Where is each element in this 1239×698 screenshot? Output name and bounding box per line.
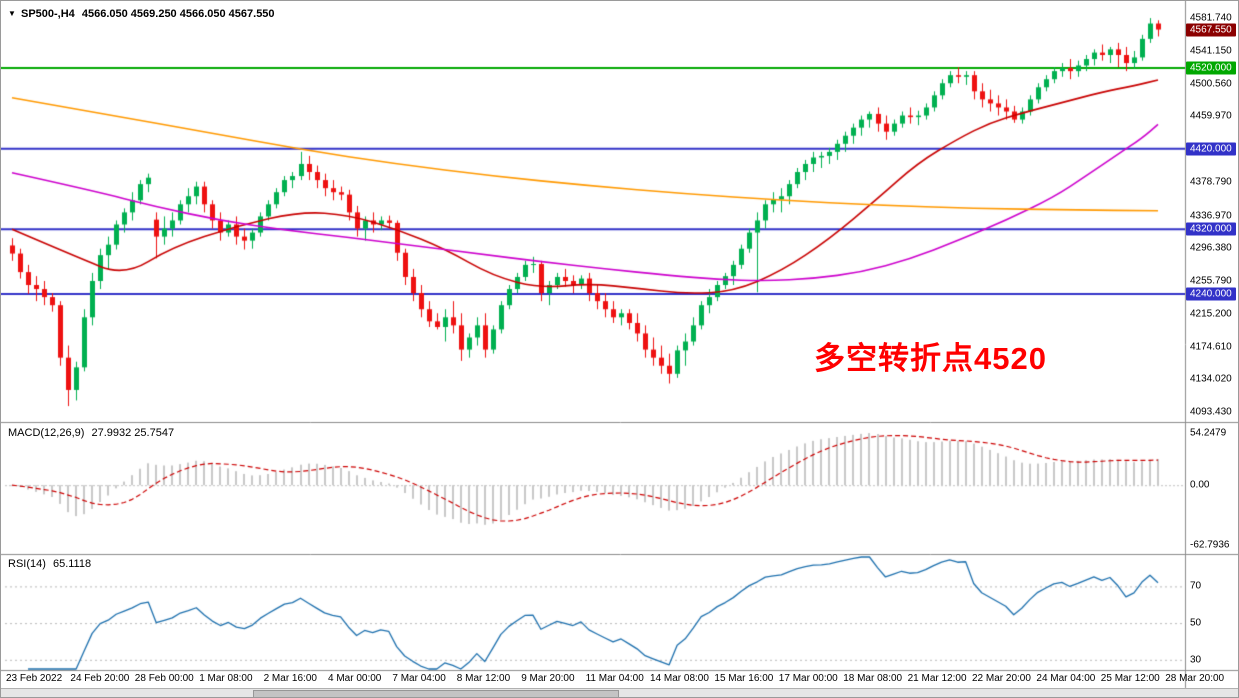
chart-annotation-text[interactable]: 多空转折点4520	[814, 341, 1047, 376]
macd-values-text: 27.9932 25.7547	[91, 427, 175, 439]
scrollbar-thumb[interactable]	[253, 690, 619, 697]
rsi-indicator-label: RSI(14) 65.1118	[8, 558, 91, 570]
rsi-value-text: 65.1118	[52, 558, 92, 570]
horizontal-scrollbar[interactable]	[1, 688, 1238, 697]
rsi-name-text: RSI(14)	[8, 558, 46, 570]
symbol-period-text: SP500-,H4	[20, 8, 75, 20]
macd-name-text: MACD(12,26,9)	[8, 427, 85, 439]
dropdown-arrow-icon: ▼	[8, 9, 16, 18]
ohlc-values-text: 4566.050 4569.250 4566.050 4567.550	[81, 8, 275, 20]
macd-indicator-label: MACD(12,26,9) 27.9932 25.7547	[8, 427, 174, 439]
symbol-ohlc-label: ▼ SP500-,H4 4566.050 4569.250 4566.050 4…	[8, 8, 275, 20]
